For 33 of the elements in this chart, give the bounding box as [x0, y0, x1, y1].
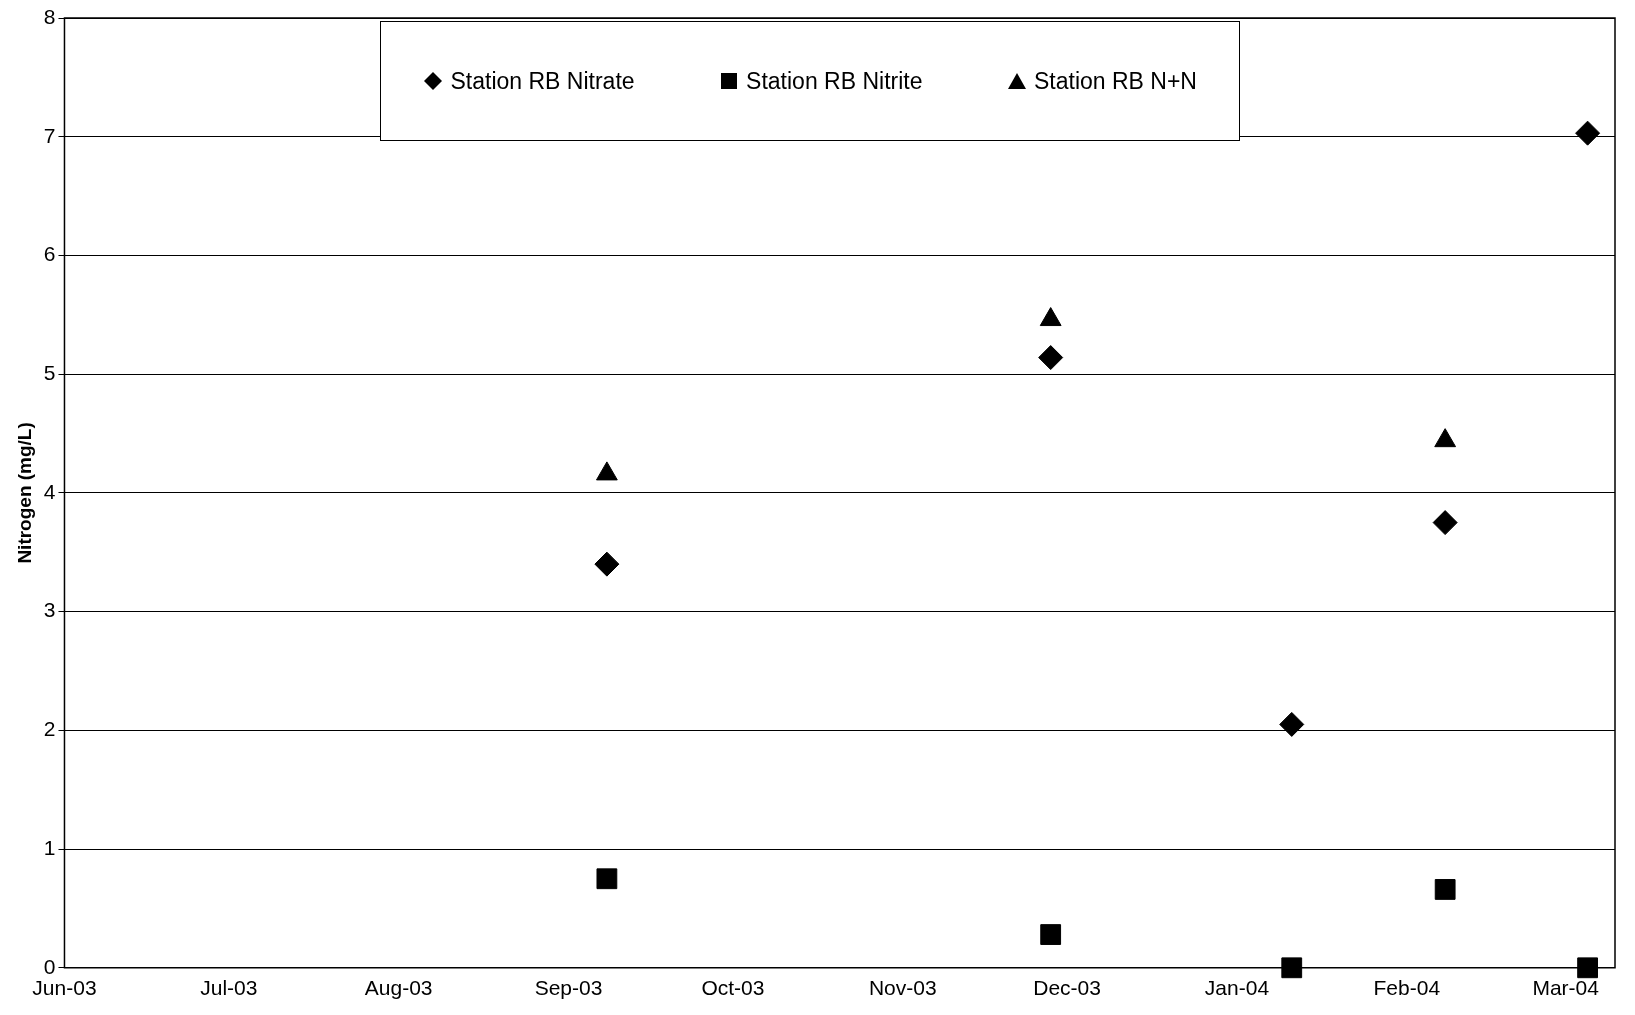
y-tick-label: 1	[43, 835, 56, 859]
point	[1577, 957, 1599, 979]
point	[1434, 879, 1456, 900]
x-tick-label: Oct-03	[701, 976, 765, 1000]
y-tick-label: 4	[43, 479, 56, 503]
y-tick-label: 8	[43, 4, 56, 28]
y-tick-label: 5	[43, 360, 56, 384]
x-tick-label: Jan-04	[1204, 976, 1270, 1000]
x-tick-label: Dec-03	[1033, 976, 1101, 1000]
point	[594, 551, 620, 577]
y-tick-label: 2	[43, 717, 56, 741]
x-tick-label: Jun-03	[32, 976, 97, 1000]
point	[1038, 345, 1064, 371]
point	[1432, 510, 1458, 536]
x-tick-label: Sep-03	[534, 976, 603, 1000]
point	[1040, 924, 1062, 945]
y-tick-label: 3	[43, 598, 56, 622]
legend-label: Station RB N+N	[1033, 67, 1197, 95]
y-tick-label: 7	[43, 123, 56, 147]
legend-label: Station RB Nitrate	[450, 67, 635, 95]
x-tick-label: Aug-03	[364, 976, 433, 1000]
point	[1279, 711, 1305, 737]
x-tick-label: Feb-04	[1373, 976, 1441, 1000]
y-tick-label: 0	[43, 954, 56, 978]
x-tick-label: Jul-03	[200, 976, 258, 1000]
point	[596, 868, 618, 890]
point	[1281, 957, 1303, 979]
point	[1575, 120, 1601, 146]
y-axis-title: Nitrogen (mg/L)	[13, 422, 35, 564]
x-tick-label: Nov-03	[868, 976, 937, 1000]
legend-label: Station RB Nitrite	[746, 67, 923, 95]
y-tick-label: 6	[43, 242, 56, 266]
x-tick-label: Mar-04	[1532, 976, 1600, 1000]
